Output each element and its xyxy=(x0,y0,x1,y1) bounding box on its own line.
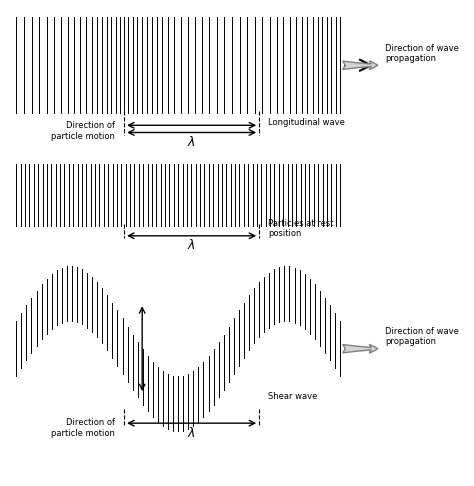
Text: Shear wave: Shear wave xyxy=(268,392,318,401)
Text: Direction of
particle motion: Direction of particle motion xyxy=(51,418,115,438)
Text: Direction of wave
propagation: Direction of wave propagation xyxy=(385,44,459,63)
Text: Direction of
particle motion: Direction of particle motion xyxy=(51,122,115,141)
Text: Longitudinal wave: Longitudinal wave xyxy=(268,119,345,127)
Text: $\lambda$: $\lambda$ xyxy=(187,426,196,439)
Text: $\lambda$: $\lambda$ xyxy=(187,238,196,252)
Text: $\lambda$: $\lambda$ xyxy=(187,135,196,149)
Text: Direction of wave
propagation: Direction of wave propagation xyxy=(385,327,459,347)
Text: Particles at rest
position: Particles at rest position xyxy=(268,219,334,238)
